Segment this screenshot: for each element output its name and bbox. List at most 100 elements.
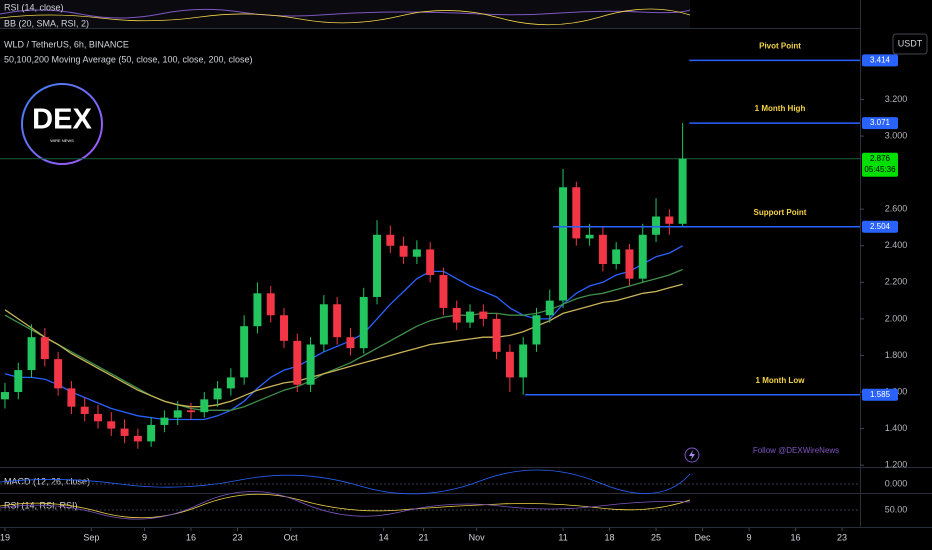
moving-average: [4, 245, 683, 421]
candle-body: [598, 234, 607, 265]
moving-average: [4, 268, 683, 411]
candle-body: [625, 249, 634, 279]
last-price-label: 2.876: [870, 154, 891, 163]
currency-label: USDT: [898, 38, 923, 48]
y-tick-label: 3.000: [885, 130, 908, 140]
currency-button[interactable]: [892, 33, 928, 55]
x-tick-label: 16: [791, 532, 801, 542]
candle-body: [585, 234, 594, 239]
x-tick-label: Dec: [695, 532, 712, 542]
candle-body: [14, 370, 23, 393]
chart-subtitle: 50,100,200 Moving Average (50, close, 10…: [4, 54, 253, 64]
y-tick-label: 2.600: [885, 204, 908, 214]
x-tick-label: 14: [379, 532, 389, 542]
last-price-tag: [862, 152, 898, 177]
level-label: Pivot Point: [759, 41, 801, 50]
candle-body: [306, 344, 315, 385]
y-tick-label: 2.200: [885, 277, 908, 287]
candle-body: [559, 187, 568, 301]
level-label: Support Point: [754, 208, 807, 217]
logo-text: DEX: [32, 104, 92, 136]
candle-body: [412, 249, 421, 257]
countdown-label: 05:45:36: [864, 165, 896, 174]
x-tick-label: Oct: [284, 532, 299, 542]
candle-body: [173, 410, 182, 418]
rsi-tick-label: 50.00: [885, 504, 908, 514]
candle-body: [492, 318, 501, 352]
candle-body: [187, 410, 195, 413]
x-tick-label: 11: [558, 532, 567, 542]
macd-line: [0, 469, 691, 495]
candle-body: [399, 245, 408, 257]
candle-body: [572, 187, 581, 239]
x-tick-label: 21: [419, 532, 429, 542]
level-price-tag: [862, 117, 898, 130]
candle-body: [54, 359, 63, 389]
moving-average: [4, 283, 683, 408]
candle-body: [133, 435, 142, 442]
macd-tick-label: 0.000: [885, 478, 908, 488]
candle-body: [373, 234, 382, 297]
top-panel: [0, 0, 690, 28]
candle-body: [27, 337, 36, 371]
logo-ring: [21, 83, 103, 165]
candle-body: [452, 307, 461, 323]
level-price-label: 1.585: [870, 390, 891, 399]
candle-body: [67, 388, 76, 407]
x-tick-label: 25: [651, 532, 661, 542]
y-tick-label: 2.000: [885, 313, 908, 323]
candle-body: [346, 337, 355, 349]
candle-body: [612, 249, 621, 265]
x-tick-label: 23: [837, 532, 847, 542]
candle-body: [226, 377, 235, 389]
chart-title: WLD / TetherUS, 6h, BINANCE: [4, 39, 129, 49]
candle-body: [120, 428, 129, 436]
logo-subtext: WIRE NEWS: [50, 138, 74, 143]
candle-body: [638, 234, 647, 279]
level-price-tag: [862, 54, 898, 67]
macd-title: MACD (12, 26, close): [4, 476, 90, 486]
candle-body: [40, 337, 49, 360]
candle-body: [0, 392, 9, 400]
candle-body: [80, 406, 89, 414]
candle-body: [359, 296, 368, 349]
candle-body: [160, 417, 169, 425]
level-price-label: 2.504: [870, 222, 891, 231]
x-tick-label: 18: [605, 532, 615, 542]
candle-body: [532, 315, 541, 345]
top-panel-line: [0, 8, 691, 26]
candle-body: [386, 234, 395, 246]
y-tick-label: 1.400: [885, 423, 908, 433]
bolt-icon: [684, 447, 700, 463]
y-tick-label: 1.800: [885, 350, 908, 360]
candle-body: [107, 421, 116, 429]
candle-body: [147, 424, 156, 442]
x-tick-label: Nov: [469, 532, 486, 542]
x-tick-label: Sep: [83, 532, 99, 542]
x-tick-label: 19: [0, 532, 10, 542]
candle-body: [280, 315, 288, 341]
x-tick-label: 23: [232, 532, 242, 542]
candle-body: [213, 388, 222, 400]
candle-body: [678, 158, 687, 224]
candle-body: [240, 326, 249, 378]
y-tick-label: 3.200: [885, 94, 908, 104]
y-tick-label: 1.200: [885, 460, 908, 470]
candle-body: [200, 399, 209, 413]
level-price-tag: [862, 220, 898, 233]
bolt-icon: [689, 450, 695, 460]
candle-body: [505, 351, 514, 378]
follow-text: Follow @DEXWireNews: [753, 446, 839, 455]
top-panel-title: BB (20, SMA, RSI, 2): [4, 18, 89, 28]
level-label: 1 Month Low: [756, 376, 806, 385]
candle-body: [319, 304, 328, 345]
candle-body: [439, 275, 448, 308]
x-tick-label: 9: [142, 532, 147, 542]
x-tick-label: 16: [186, 532, 196, 542]
level-price-tag: [862, 388, 898, 401]
y-tick-label: 2.400: [885, 240, 908, 250]
candle-body: [293, 340, 302, 385]
candle-body: [652, 216, 661, 235]
candle-body: [545, 300, 554, 316]
top-panel-title: RSI (14, close): [4, 2, 64, 12]
